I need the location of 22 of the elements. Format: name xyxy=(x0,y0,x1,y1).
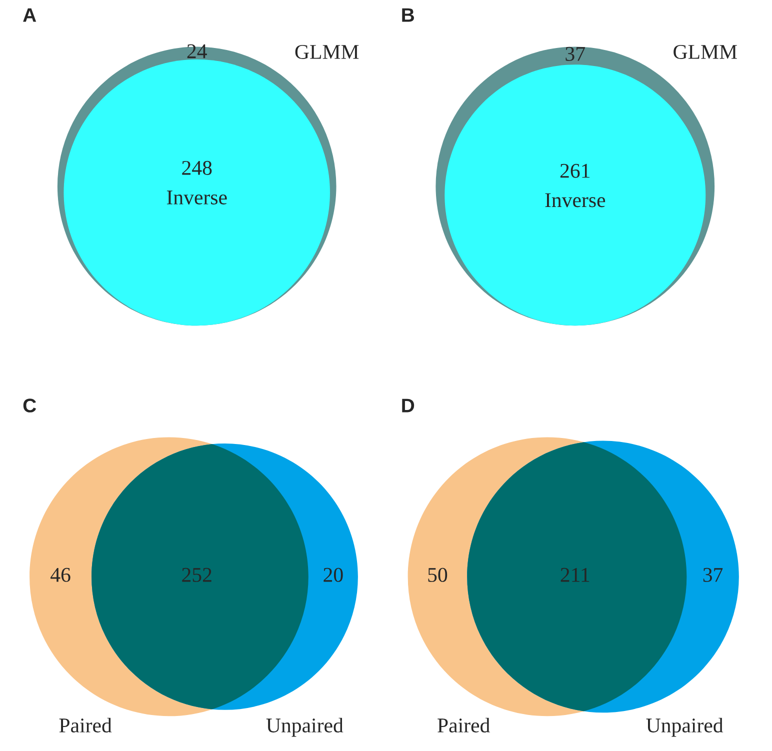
text: Unpaired xyxy=(266,718,344,737)
data-label: 20 xyxy=(324,568,343,582)
data-label: 37 xyxy=(703,568,723,582)
text: C xyxy=(23,398,36,412)
data-label: 261 xyxy=(560,164,590,178)
data-label: 24 xyxy=(187,44,207,58)
data-label: 46 xyxy=(50,568,70,582)
text: Inverse xyxy=(166,190,227,204)
text: Paired xyxy=(59,718,112,733)
data-label: 252 xyxy=(182,568,212,582)
data-label: 50 xyxy=(428,568,448,582)
text: GLMM xyxy=(674,44,737,59)
text: GLMM xyxy=(295,44,359,59)
text: A xyxy=(23,8,36,22)
data-label: 211 xyxy=(560,568,590,582)
text: Unpaired xyxy=(646,718,724,737)
data-label: 37 xyxy=(566,46,585,61)
text: D xyxy=(402,398,414,412)
text: Inverse xyxy=(545,193,606,208)
text: Paired xyxy=(438,718,490,733)
data-label: 248 xyxy=(182,160,212,175)
text: B xyxy=(402,8,414,22)
